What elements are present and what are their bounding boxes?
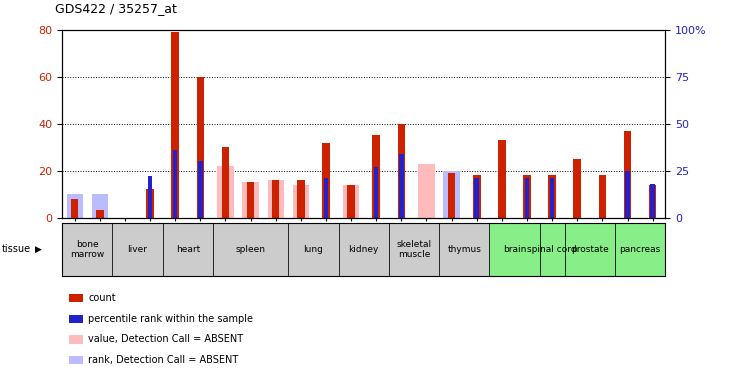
- Bar: [448, 173, 455, 217]
- Bar: [268, 180, 284, 218]
- Bar: [148, 176, 152, 218]
- Bar: [439, 223, 489, 276]
- Text: skeletal
muscle: skeletal muscle: [396, 240, 431, 259]
- Bar: [292, 185, 309, 218]
- Text: brain: brain: [503, 245, 526, 254]
- Text: percentile rank within the sample: percentile rank within the sample: [88, 314, 254, 324]
- Bar: [498, 140, 506, 218]
- Bar: [173, 150, 178, 217]
- Bar: [564, 223, 615, 276]
- Bar: [651, 184, 655, 218]
- Text: spleen: spleen: [235, 245, 265, 254]
- Bar: [374, 167, 379, 218]
- Bar: [539, 223, 564, 276]
- Text: thymus: thymus: [447, 245, 481, 254]
- Bar: [172, 32, 179, 218]
- Bar: [247, 182, 254, 218]
- Bar: [113, 223, 162, 276]
- Bar: [343, 185, 359, 218]
- Bar: [322, 142, 330, 218]
- Bar: [525, 178, 529, 218]
- Bar: [146, 189, 154, 217]
- Text: spinal cord: spinal cord: [527, 245, 577, 254]
- Bar: [67, 194, 83, 217]
- Bar: [625, 171, 630, 217]
- Bar: [96, 210, 104, 218]
- Bar: [389, 223, 439, 276]
- Bar: [162, 223, 213, 276]
- Bar: [418, 164, 435, 218]
- Text: lung: lung: [303, 245, 323, 254]
- Bar: [444, 171, 460, 217]
- Text: kidney: kidney: [349, 245, 379, 254]
- Bar: [474, 178, 479, 218]
- Bar: [243, 182, 259, 218]
- Text: liver: liver: [127, 245, 148, 254]
- Bar: [71, 199, 78, 217]
- Bar: [288, 223, 338, 276]
- Text: GDS422 / 35257_at: GDS422 / 35257_at: [55, 2, 177, 15]
- Text: prostate: prostate: [571, 245, 609, 254]
- Bar: [91, 194, 108, 217]
- Bar: [624, 131, 632, 218]
- Bar: [91, 210, 108, 218]
- Bar: [615, 223, 665, 276]
- Text: ▶: ▶: [35, 245, 42, 254]
- Bar: [523, 176, 531, 217]
- Bar: [62, 223, 113, 276]
- Bar: [198, 161, 202, 218]
- Bar: [399, 154, 404, 218]
- Bar: [338, 223, 389, 276]
- Bar: [473, 176, 480, 217]
- Bar: [324, 178, 328, 218]
- Bar: [297, 180, 305, 218]
- Bar: [550, 178, 554, 218]
- Bar: [347, 185, 355, 218]
- Bar: [221, 147, 230, 218]
- Text: bone
marrow: bone marrow: [70, 240, 105, 259]
- Bar: [272, 180, 279, 218]
- Bar: [67, 196, 83, 217]
- Bar: [197, 77, 204, 218]
- Bar: [398, 124, 405, 218]
- Text: pancreas: pancreas: [619, 245, 661, 254]
- Bar: [217, 166, 234, 218]
- Bar: [599, 176, 606, 217]
- Text: value, Detection Call = ABSENT: value, Detection Call = ABSENT: [88, 334, 243, 344]
- Text: count: count: [88, 293, 116, 303]
- Bar: [213, 223, 288, 276]
- Bar: [574, 159, 581, 218]
- Bar: [373, 135, 380, 218]
- Bar: [489, 223, 539, 276]
- Bar: [548, 176, 556, 217]
- Bar: [649, 185, 656, 218]
- Text: tissue: tissue: [1, 244, 31, 254]
- Text: heart: heart: [175, 245, 200, 254]
- Text: rank, Detection Call = ABSENT: rank, Detection Call = ABSENT: [88, 355, 239, 365]
